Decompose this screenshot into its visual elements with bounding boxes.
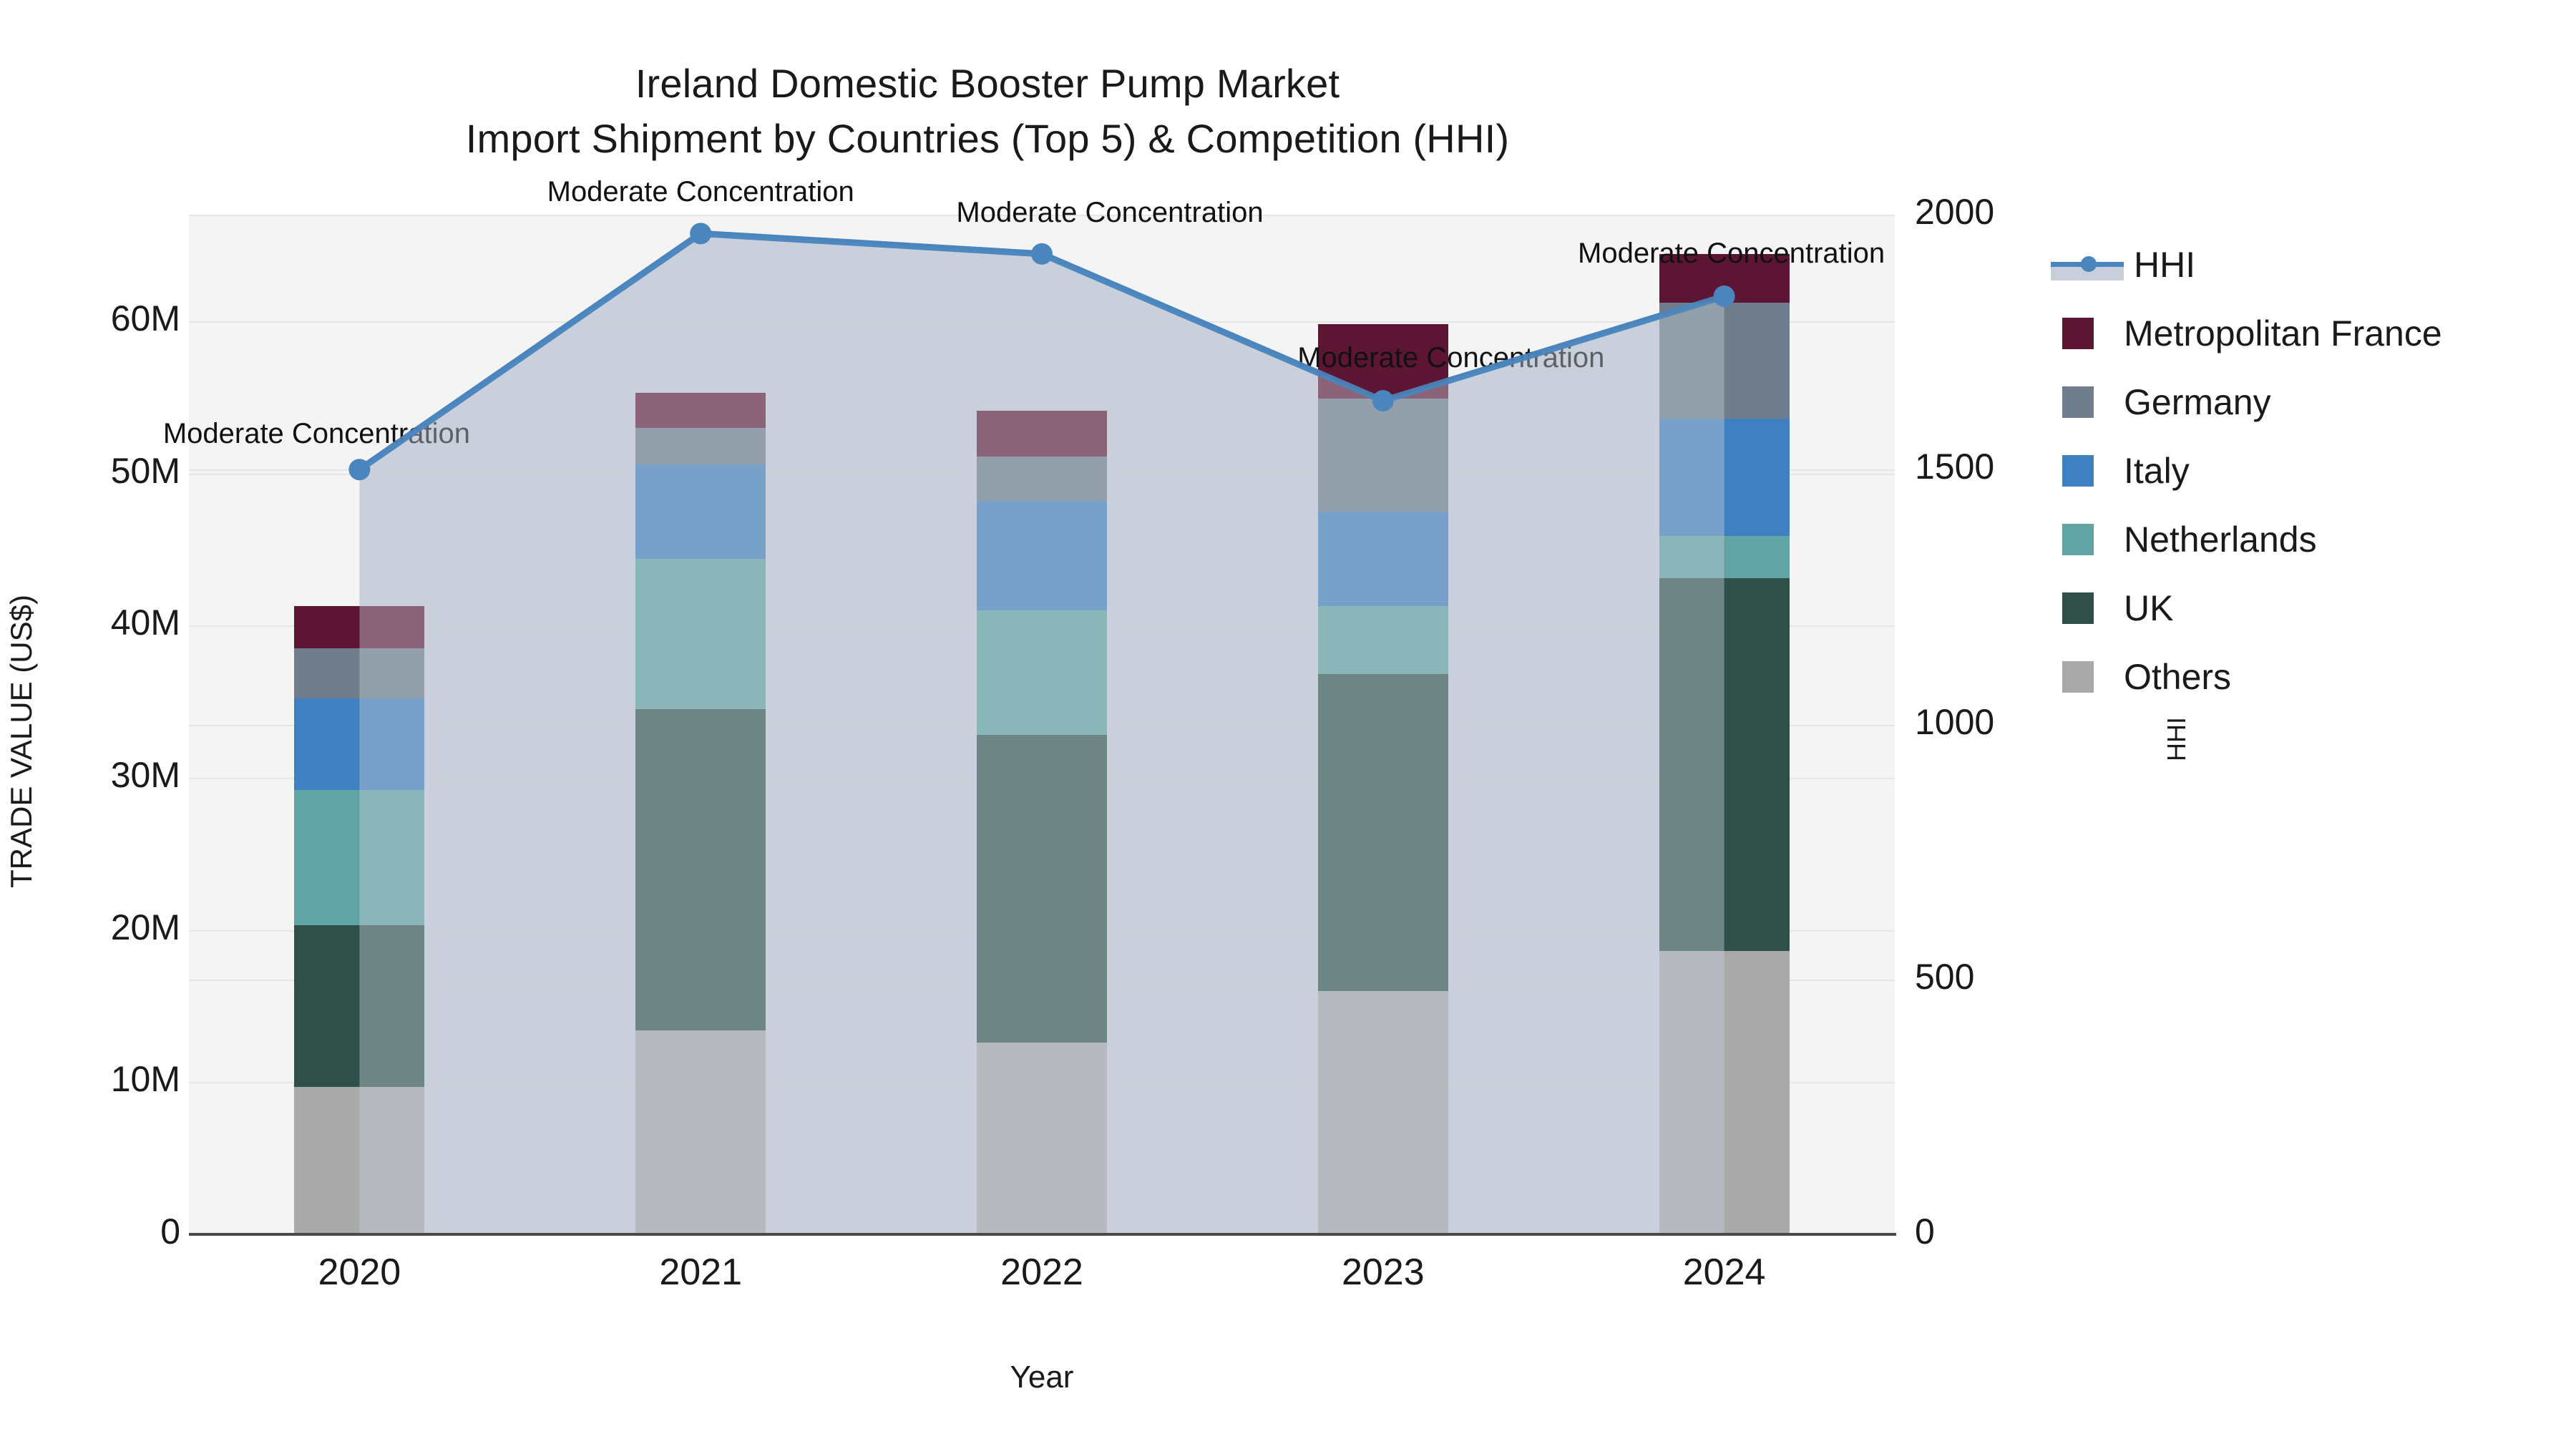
- x-axis-tick: 2021: [659, 1252, 743, 1293]
- legend-label: Metropolitan France: [2124, 313, 2442, 353]
- x-axis-tick: 2024: [1682, 1252, 1766, 1293]
- chart-subtitle: Import Shipment by Countries (Top 5) & C…: [465, 116, 1510, 162]
- legend-item[interactable]: Italy: [2051, 436, 2552, 505]
- bar-segment[interactable]: [977, 1043, 1107, 1234]
- bar-segment[interactable]: [294, 605, 425, 649]
- concentration-annotation: Moderate Concentration: [162, 418, 470, 450]
- y-axis-left-tick: 30M: [110, 754, 180, 795]
- hhi-marker[interactable]: [348, 459, 371, 481]
- bar-segment[interactable]: [1659, 951, 1790, 1234]
- y-axis-left-tick: 50M: [110, 450, 180, 491]
- bar-segment[interactable]: [1317, 399, 1448, 512]
- bar-segment[interactable]: [294, 925, 425, 1087]
- x-axis-line: [189, 1233, 1896, 1236]
- legend-color-swatch: [2062, 455, 2094, 487]
- chart-legend: HHI Metropolitan France Germany Italy Nether…: [2051, 230, 2552, 711]
- legend-label: HHI: [2134, 245, 2196, 285]
- bar-segment[interactable]: [977, 735, 1107, 1043]
- hhi-marker[interactable]: [1031, 243, 1053, 265]
- legend-color-swatch: [2062, 386, 2094, 418]
- legend-label: UK: [2124, 588, 2174, 628]
- concentration-annotation: Moderate Concentration: [547, 176, 854, 208]
- chart-title-block: Ireland Domestic Booster Pump Market Imp…: [0, 56, 1975, 167]
- bar-group[interactable]: [294, 215, 425, 1234]
- hhi-marker[interactable]: [690, 223, 712, 245]
- bar-segment[interactable]: [1317, 674, 1448, 991]
- bar-segment[interactable]: [1659, 578, 1790, 952]
- legend-item[interactable]: Netherlands: [2051, 505, 2552, 574]
- x-axis-tick: 2023: [1341, 1252, 1425, 1293]
- bar-segment[interactable]: [1317, 511, 1448, 606]
- legend-line-icon: [2051, 249, 2124, 280]
- bar-segment[interactable]: [294, 648, 425, 699]
- legend-label: Others: [2124, 657, 2232, 697]
- bar-segment[interactable]: [635, 558, 766, 710]
- y-axis-right-tick: 1500: [1915, 447, 1995, 487]
- bar-group[interactable]: [977, 215, 1107, 1234]
- concentration-annotation: Moderate Concentration: [1578, 238, 1885, 269]
- bar-segment[interactable]: [635, 709, 766, 1030]
- bar-segment[interactable]: [294, 1086, 425, 1234]
- legend-label: Italy: [2124, 451, 2190, 491]
- bar-segment[interactable]: [635, 464, 766, 559]
- bar-segment[interactable]: [977, 411, 1107, 457]
- x-axis-tick: 2022: [1000, 1252, 1083, 1293]
- hhi-marker[interactable]: [1713, 286, 1735, 307]
- legend-item[interactable]: Germany: [2051, 368, 2552, 436]
- concentration-annotation: Moderate Concentration: [956, 196, 1264, 228]
- y-axis-left-tick: 40M: [110, 602, 180, 643]
- plot-area: Moderate Concentration Moderate Concentra…: [163, 176, 1895, 1234]
- bar-group[interactable]: [635, 215, 766, 1234]
- bar-segment[interactable]: [977, 610, 1107, 736]
- bar-segment[interactable]: [1317, 990, 1448, 1234]
- y-axis-left-tick: 10M: [110, 1059, 180, 1100]
- bar-segment[interactable]: [1659, 303, 1790, 419]
- legend-item[interactable]: Others: [2051, 643, 2552, 711]
- y-axis-left-tick: 0: [160, 1211, 180, 1252]
- y-axis-right-tick: 500: [1915, 956, 1975, 997]
- legend-color-swatch: [2062, 524, 2094, 555]
- y-axis-left-label: TRADE VALUE (US$): [4, 595, 38, 888]
- legend-color-swatch: [2062, 592, 2094, 624]
- y-axis-right-tick: 0: [1915, 1211, 1935, 1252]
- legend-item[interactable]: HHI: [2051, 230, 2552, 299]
- x-axis-label: Year: [1010, 1360, 1074, 1395]
- bar-segment[interactable]: [977, 500, 1107, 610]
- legend-item[interactable]: Metropolitan France: [2051, 299, 2552, 368]
- bar-group[interactable]: [1317, 215, 1448, 1234]
- bar-segment[interactable]: [977, 457, 1107, 501]
- y-axis-left-tick: 20M: [110, 907, 180, 947]
- y-axis-left-tick: 60M: [110, 298, 180, 338]
- chart-title: Ireland Domestic Booster Pump Market: [635, 61, 1340, 106]
- legend-color-swatch: [2062, 661, 2094, 693]
- bar-segment[interactable]: [294, 789, 425, 926]
- legend-label: Netherlands: [2124, 519, 2317, 560]
- bar-segment[interactable]: [635, 1030, 766, 1234]
- bar-segment[interactable]: [635, 392, 766, 428]
- legend-area-fill: [2051, 265, 2124, 280]
- legend-label: Germany: [2124, 382, 2271, 422]
- bar-segment[interactable]: [1659, 419, 1790, 536]
- y-axis-right-tick: 1000: [1915, 701, 1995, 742]
- legend-line-marker: [2081, 256, 2097, 272]
- bar-segment[interactable]: [635, 427, 766, 464]
- y-axis-right-tick: 2000: [1915, 192, 1995, 232]
- hhi-marker[interactable]: [1372, 390, 1394, 412]
- x-axis-tick: 2020: [318, 1252, 401, 1293]
- hhi-area-overlay: [359, 233, 1724, 1234]
- hhi-overlay-layer: [348, 223, 1735, 1234]
- bar-segment[interactable]: [1659, 535, 1790, 579]
- bar-segment[interactable]: [294, 698, 425, 790]
- bar-segment[interactable]: [1317, 605, 1448, 675]
- legend-item[interactable]: UK: [2051, 574, 2552, 643]
- legend-color-swatch: [2062, 318, 2094, 349]
